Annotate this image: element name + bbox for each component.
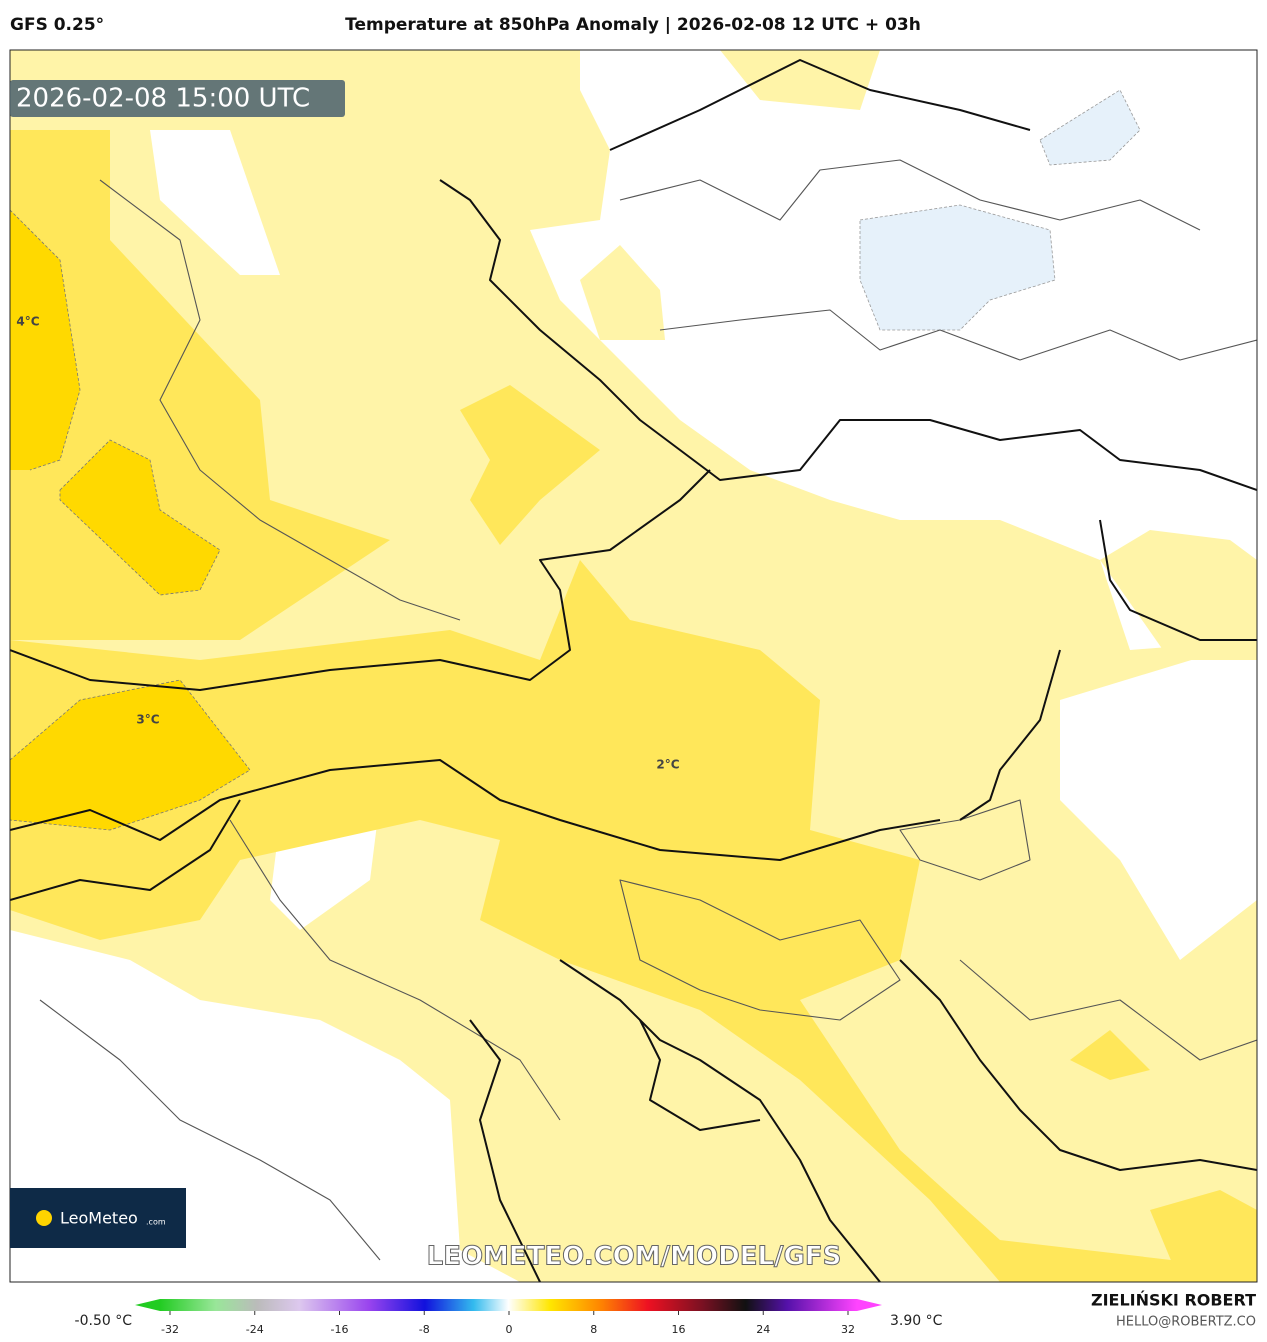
colorbar-tick-label: -32 [161,1323,179,1336]
colorbar-min: -0.50 °C [75,1313,133,1329]
map-frame [9,49,1258,1283]
colorbar-max: 3.90 °C [890,1313,943,1329]
author: ZIELIŃSKI ROBERT [1091,1291,1256,1310]
logo-name: LeoMeteo [60,1209,138,1228]
colorbar-scale [160,1299,857,1311]
contour-label: 4°C [16,315,39,329]
colorbar-high-arrow [857,1299,882,1311]
colorbar-tick-label: 24 [756,1323,770,1336]
watermark: LEOMETEO.COM/MODEL/GFS [427,1242,842,1272]
timestamp: 2026-02-08 15:00 UTC [16,84,310,114]
colorbar-tick-label: -16 [331,1323,349,1336]
timestamp-box [10,80,345,117]
country-borders [10,59,1257,1282]
colorbar: -32 -24 -16 -8 0 8 16 24 32 [135,1299,882,1336]
logo-suffix: .com [146,1218,166,1227]
colorbar-tick-label: -24 [246,1323,264,1336]
model-name: GFS 0.25° [10,15,104,35]
map-title: Temperature at 850hPa Anomaly | 2026-02-… [345,15,921,35]
region-borders [39,159,1257,1261]
colorbar-tick-label: 0 [506,1323,513,1336]
logo-sun [36,1210,52,1226]
colorbar-tick-label: 8 [590,1323,597,1336]
contours [10,209,251,831]
negative-anomaly-patches [859,89,1141,331]
contact: HELLO@ROBERTZ.CO [1116,1315,1256,1330]
colorbar-ticks: -32 -24 -16 -8 0 8 16 24 32 [161,1311,855,1336]
contour-label: 3°C [136,713,159,727]
map: 4°C 3°C 2°C [10,50,1257,1282]
contour-label: 2°C [656,758,679,772]
strong-anomaly-areas [10,210,250,830]
contour-labels: 4°C 3°C 2°C [16,315,679,772]
colorbar-tick-label: 32 [841,1323,855,1336]
colorbar-tick-label: -8 [419,1323,430,1336]
colorbar-tick-label: 16 [672,1323,686,1336]
colorbar-low-arrow [135,1299,160,1311]
weak-anomaly-patches [580,245,1257,830]
